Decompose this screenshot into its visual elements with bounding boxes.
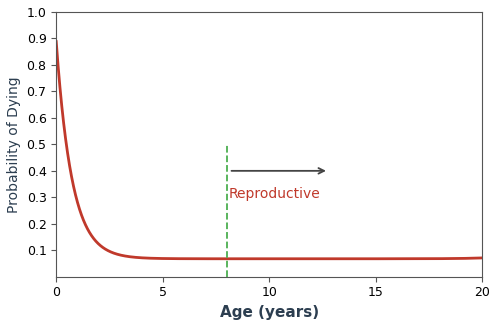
- X-axis label: Age (years): Age (years): [220, 305, 319, 320]
- Y-axis label: Probability of Dying: Probability of Dying: [7, 76, 21, 213]
- Text: Reproductive: Reproductive: [229, 187, 321, 201]
